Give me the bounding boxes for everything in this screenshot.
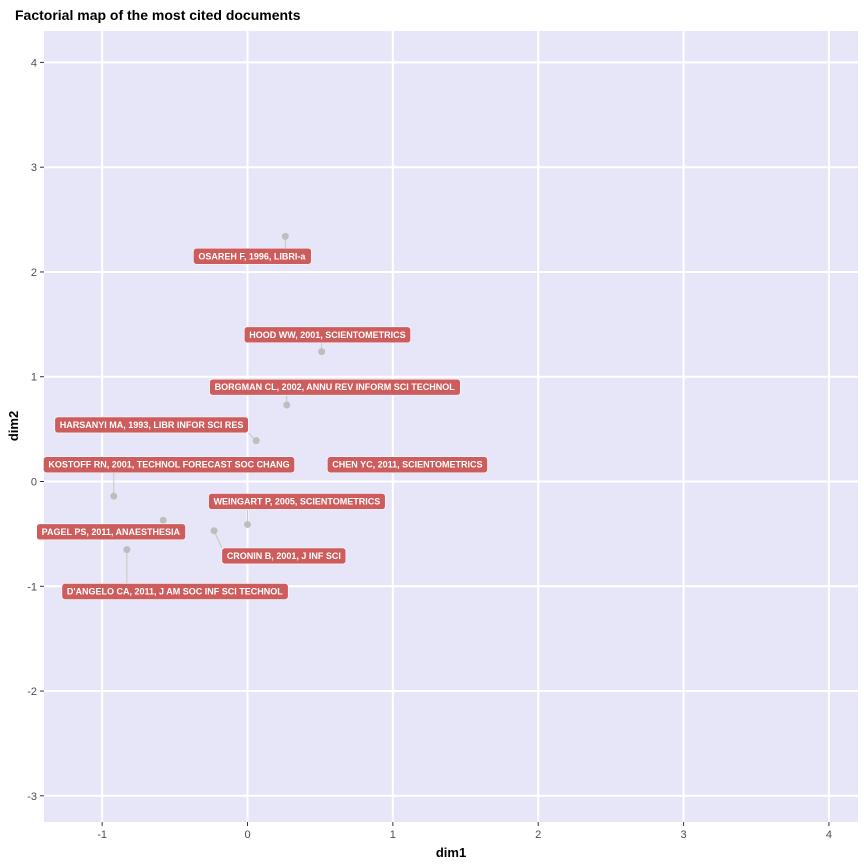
point-label-text: D'ANGELO CA, 2011, J AM SOC INF SCI TECH… xyxy=(67,587,283,597)
x-tick-label: 1 xyxy=(390,829,396,841)
point-label: WEINGART P, 2005, SCIENTOMETRICS xyxy=(209,493,386,509)
x-tick-label: 2 xyxy=(535,829,541,841)
point-label-text: OSAREH F, 1996, LIBRI-a xyxy=(198,251,306,261)
data-point xyxy=(253,437,260,444)
data-point xyxy=(282,233,289,240)
x-axis-ticks: -1 0 1 2 3 4 xyxy=(97,822,832,841)
y-tick-label: 2 xyxy=(31,267,37,279)
point-label: KOSTOFF RN, 2001, TECHNOL FORECAST SOC C… xyxy=(43,457,294,473)
point-label-text: KOSTOFF RN, 2001, TECHNOL FORECAST SOC C… xyxy=(48,460,289,470)
y-tick-label: -3 xyxy=(27,791,37,803)
y-tick-label: 4 xyxy=(31,57,37,69)
y-tick-label: 0 xyxy=(31,477,37,489)
x-tick-label: -1 xyxy=(97,829,107,841)
x-tick-label: 4 xyxy=(826,829,832,841)
point-label: OSAREH F, 1996, LIBRI-a xyxy=(193,248,311,264)
point-label-text: CRONIN B, 2001, J INF SCI xyxy=(227,551,341,561)
point-label: BORGMAN CL, 2002, ANNU REV INFORM SCI TE… xyxy=(210,379,461,395)
point-label: D'ANGELO CA, 2011, J AM SOC INF SCI TECH… xyxy=(62,584,288,600)
data-point xyxy=(318,348,325,355)
chart-title: Factorial map of the most cited document… xyxy=(15,7,301,23)
data-point xyxy=(244,521,251,528)
data-point xyxy=(160,517,167,524)
y-axis-label: dim2 xyxy=(6,411,21,441)
y-tick-label: 3 xyxy=(31,162,37,174)
y-tick-label: -2 xyxy=(27,686,37,698)
y-axis-ticks: -3 -2 -1 0 1 2 3 4 xyxy=(27,57,44,802)
point-label: PAGEL PS, 2011, ANAESTHESIA xyxy=(37,524,186,540)
data-point xyxy=(283,402,290,409)
point-label-text: WEINGART P, 2005, SCIENTOMETRICS xyxy=(214,496,381,506)
data-point xyxy=(123,546,130,553)
y-tick-label: -1 xyxy=(27,581,37,593)
point-label-text: BORGMAN CL, 2002, ANNU REV INFORM SCI TE… xyxy=(215,382,456,392)
x-tick-label: 3 xyxy=(681,829,687,841)
x-axis-label: dim1 xyxy=(436,845,466,860)
x-tick-label: 0 xyxy=(244,829,250,841)
point-label: CHEN YC, 2011, SCIENTOMETRICS xyxy=(327,457,487,473)
point-label-text: PAGEL PS, 2011, ANAESTHESIA xyxy=(42,527,181,537)
point-label: HARSANYI MA, 1993, LIBR INFOR SCI RES xyxy=(55,417,249,433)
point-label: CRONIN B, 2001, J INF SCI xyxy=(222,548,346,564)
point-label-text: CHEN YC, 2011, SCIENTOMETRICS xyxy=(332,460,482,470)
y-tick-label: 1 xyxy=(31,372,37,384)
point-label-text: HARSANYI MA, 1993, LIBR INFOR SCI RES xyxy=(60,420,244,430)
data-point xyxy=(110,493,117,500)
data-point xyxy=(211,527,218,534)
point-label: HOOD WW, 2001, SCIENTOMETRICS xyxy=(244,327,410,343)
point-label-text: HOOD WW, 2001, SCIENTOMETRICS xyxy=(249,330,405,340)
